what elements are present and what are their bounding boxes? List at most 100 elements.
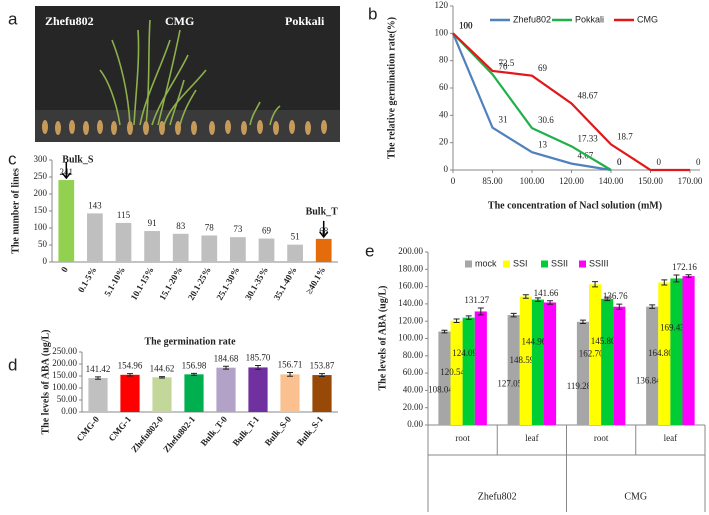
bar	[280, 374, 300, 412]
x-tick-label: 30.1-35%	[243, 265, 270, 302]
group-label: Zhefu802	[478, 491, 517, 502]
data-label: 164.80	[648, 348, 673, 358]
data-label: 69	[262, 226, 272, 236]
x-tick-label: 25.1-30%	[214, 265, 241, 302]
panel-letter: b	[368, 4, 377, 23]
line-series	[451, 32, 612, 172]
data-label: 119.28	[567, 381, 592, 391]
x-tick-label: Bulk_T-1	[231, 414, 262, 448]
annotation-arrow	[61, 162, 71, 180]
seedlings	[99, 19, 281, 126]
data-label: 141.42	[86, 364, 111, 374]
data-label: 17.33	[578, 133, 599, 143]
data-label: 69	[538, 63, 548, 73]
error-bar	[465, 315, 472, 320]
photo-label: Pokkali	[285, 14, 325, 28]
y-tick-label: 20	[439, 137, 449, 147]
y-tick-label: 200	[34, 188, 48, 198]
line-series	[452, 32, 612, 171]
error-bar	[649, 304, 656, 309]
y-tick-label: 250	[34, 171, 48, 181]
error-bar	[673, 274, 680, 283]
y-tick-label: 160.00	[398, 281, 423, 291]
y-tick-label: 60.00	[403, 367, 424, 377]
data-label: 127.05	[497, 378, 522, 388]
bar	[144, 231, 160, 262]
data-label: 100	[459, 20, 473, 30]
data-label: 115	[117, 210, 131, 220]
data-label: 153.87	[310, 361, 335, 371]
data-label: 31	[499, 115, 508, 125]
bar	[519, 296, 532, 425]
x-tick-label: 35.1-40%	[272, 265, 299, 302]
x-tick-label: Bulk_S-1	[295, 414, 326, 448]
error-bar	[441, 329, 448, 334]
bar	[87, 213, 103, 262]
x-axis-title: The germination rate	[144, 336, 236, 347]
data-label: 83	[176, 221, 186, 231]
y-tick-label: 120	[435, 0, 449, 10]
legend-label: SSIII	[589, 258, 609, 268]
photo-label: CMG	[165, 14, 194, 28]
bar	[172, 233, 189, 262]
photo-panel: a Zhefu802 CMG Pokkali	[8, 6, 340, 142]
y-tick-label: 80	[439, 55, 449, 65]
photo-label: Zhefu802	[45, 14, 94, 28]
x-tick-label: 120.00	[559, 176, 584, 186]
bar	[462, 317, 475, 425]
legend-swatch	[465, 260, 472, 268]
bar	[184, 374, 204, 412]
data-label: 30.6	[538, 115, 554, 125]
x-tick-label: Bulk_S-0	[263, 414, 294, 448]
data-label: 145.80	[591, 336, 616, 346]
y-tick-label: 180.00	[398, 263, 423, 273]
bar	[682, 276, 695, 425]
data-label: 144.96	[522, 336, 547, 346]
bar	[658, 282, 671, 425]
error-bar	[255, 365, 261, 370]
bar	[589, 284, 602, 425]
data-label: 0	[696, 157, 701, 167]
error-bar	[592, 281, 599, 288]
bar	[474, 311, 487, 425]
bar	[670, 278, 683, 425]
data-label: 108.04	[428, 384, 453, 394]
bar	[312, 375, 332, 412]
y-tick-label: 40	[439, 109, 449, 119]
bar	[230, 237, 246, 262]
legend-label: Zhefu802	[513, 14, 551, 24]
x-tick-label: 20.1-25%	[186, 265, 213, 302]
y-tick-label: 150.00	[52, 370, 77, 380]
data-label: 0	[657, 157, 662, 167]
x-tick-label: root	[594, 433, 609, 443]
x-tick-label: 140.00	[599, 176, 624, 186]
data-label: 136.84	[636, 375, 661, 385]
error-bar	[95, 376, 101, 380]
error-bar	[319, 373, 325, 378]
legend-swatch	[541, 260, 548, 268]
y-tick-label: 100.00	[52, 382, 77, 392]
error-bar	[685, 274, 692, 278]
data-label: 148.59	[509, 355, 534, 365]
y-tick-label: 140.00	[398, 298, 423, 308]
y-tick-label: 20.00	[403, 402, 424, 412]
error-bar	[604, 296, 611, 302]
x-tick-label: 0	[451, 176, 456, 186]
error-bar	[287, 371, 293, 377]
y-tick-label: 40.00	[403, 384, 424, 394]
y-tick-label: 120.00	[398, 315, 423, 325]
x-tick-label: 85.00	[482, 176, 503, 186]
data-label: 136.76	[603, 291, 628, 301]
error-bar	[223, 365, 229, 370]
data-label: 156.98	[182, 360, 207, 370]
data-label: 51	[291, 232, 300, 242]
y-tick-label: 80.00	[403, 350, 424, 360]
y-axis-title: The levels of ABA (ug/L)	[377, 285, 388, 390]
annotation-arrow	[319, 220, 329, 239]
bar	[216, 367, 236, 412]
x-tick-label: 100.00	[520, 176, 545, 186]
error-bar	[661, 279, 668, 286]
y-tick-label: 0.00	[61, 406, 77, 416]
y-tick-label: 50.00	[57, 394, 78, 404]
